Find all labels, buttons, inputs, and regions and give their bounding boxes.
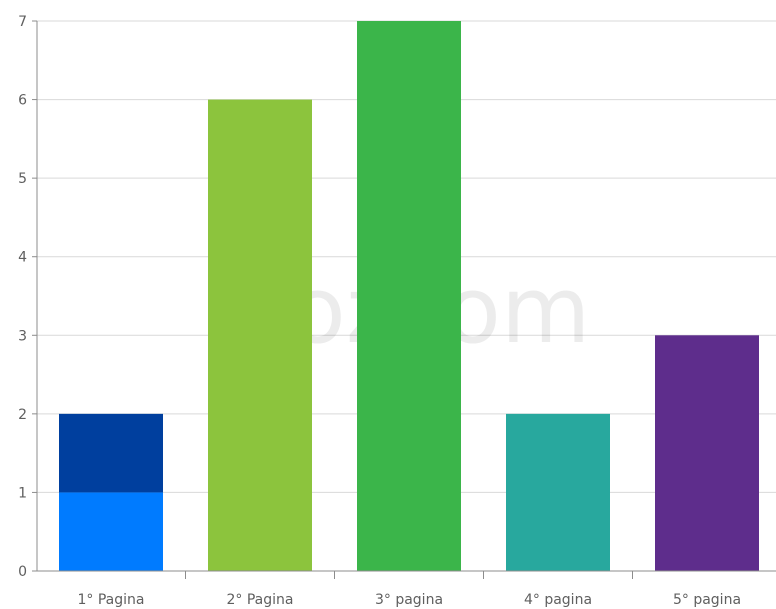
y-tick-labels: 0 1 2 3 4 5 6 7 [18,14,27,580]
y-tick-label: 6 [18,93,27,109]
y-tick-label: 5 [18,171,27,187]
axes [32,20,776,579]
y-tick-label: 1 [18,485,27,501]
x-tick-labels: 1° Pagina 2° Pagina 3° pagina 4° pagina 5° p… [78,592,742,608]
bars [59,21,759,572]
x-tick-label: 5° pagina [673,592,741,608]
bar-1-segment-1 [59,492,163,571]
x-tick-label: 4° pagina [524,592,592,608]
x-tick-label: 2° Pagina [227,592,294,608]
bar-4-segment-1 [506,413,610,571]
x-tick-label: 3° pagina [375,592,443,608]
bar-2-segment-1 [208,99,312,572]
y-tick-label: 3 [18,328,27,344]
y-tick-label: 4 [18,250,27,266]
y-tick-label: 7 [18,14,27,30]
x-tick-label: 1° Pagina [78,592,145,608]
bar-5-segment-1 [655,335,759,571]
y-tick-label: 2 [18,407,27,423]
y-tick-label: 0 [18,564,27,580]
bar-3-segment-1 [357,21,461,571]
bar-1-segment-2 [59,413,163,493]
